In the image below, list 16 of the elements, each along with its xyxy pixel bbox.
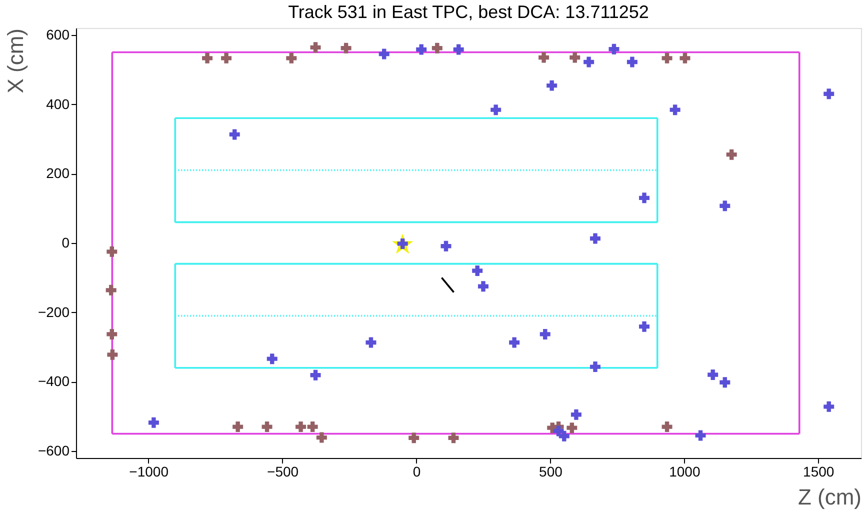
x-tick-label: −500 [267,464,299,480]
y-tick-label: −600 [38,442,70,459]
chart-title: Track 531 in East TPC, best DCA: 13.711252 [288,2,649,22]
x-axis-title: Z (cm) [798,484,862,510]
y-tick-label: 600 [46,26,70,42]
y-axis-title: X (cm) [2,28,28,94]
y-tick-label: 400 [46,96,70,112]
x-tick-label: 500 [539,464,563,480]
x-tick-label: 1500 [803,464,834,480]
y-tick-label: −200 [38,304,70,320]
x-tick-label: 0 [412,464,421,480]
x-tick-label: −1000 [129,464,169,480]
y-tick-label: 0 [62,234,70,250]
y-tick-label: −400 [38,373,70,390]
y-tick-label: 200 [46,165,70,182]
x-tick-label: 1000 [669,464,700,480]
